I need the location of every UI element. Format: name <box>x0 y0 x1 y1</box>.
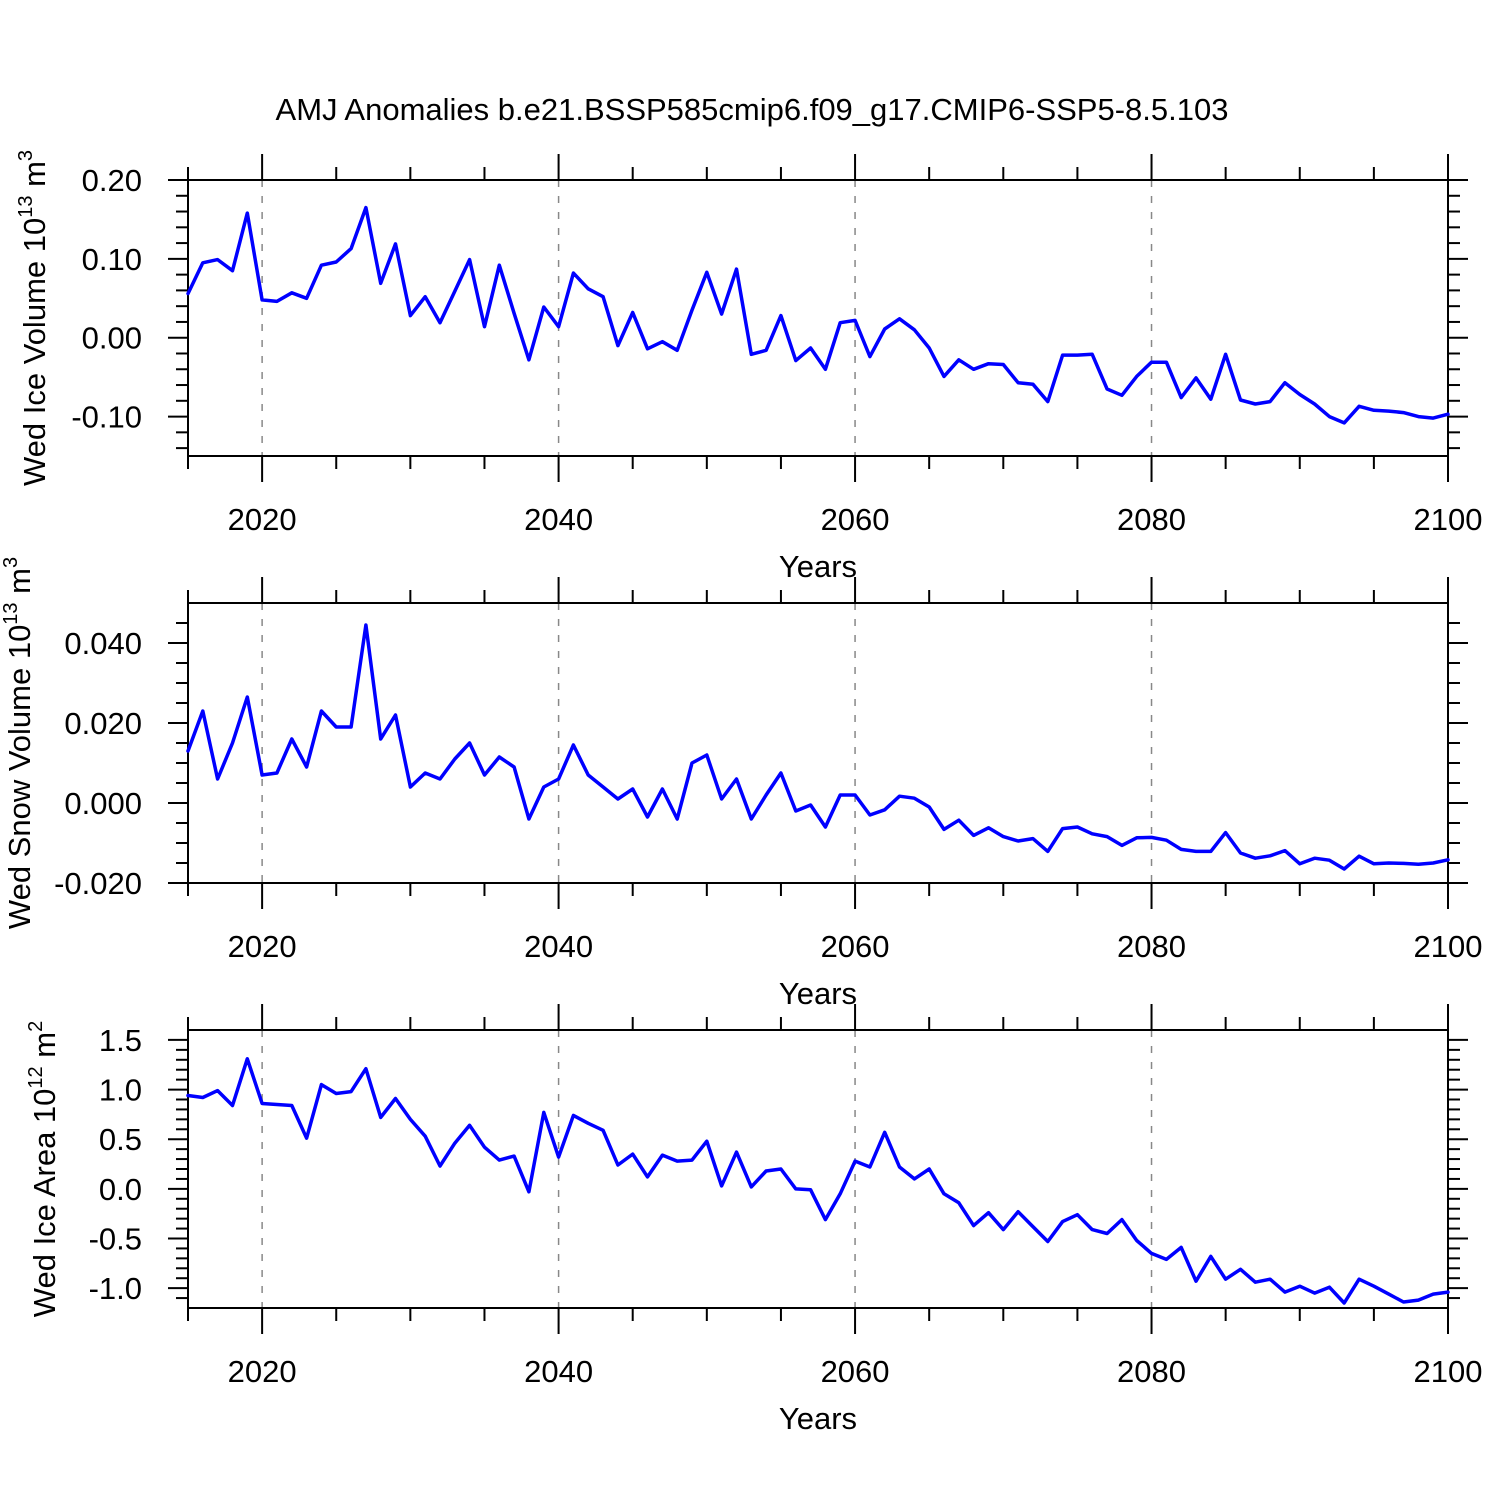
y-tick-label: -0.10 <box>71 400 142 435</box>
plot-frame <box>187 602 1449 884</box>
y-tick-label: 0.000 <box>64 786 142 821</box>
y-tick-label: 0.00 <box>82 321 142 356</box>
y-tick-label: -0.020 <box>54 866 142 901</box>
x-tick-label: 2060 <box>821 929 890 964</box>
x-axis-title: Years <box>779 549 857 584</box>
x-tick-label: 2080 <box>1117 1354 1186 1389</box>
y-axis-title: Wed Ice Volume 1013 m3 <box>15 150 52 486</box>
panel-wed-ice-area: 1.5 1.0 0.5 0.0 -0.5 -1.0 2020 2040 2060 2080 2100… <box>25 1004 1482 1436</box>
panel-wed-ice-volume: 0.20 0.10 0.00 -0.10 2020 2040 2060 2080 2100 Yea… <box>15 150 1482 584</box>
plot-frame <box>187 1029 1449 1309</box>
x-tick-label: 2040 <box>524 502 593 537</box>
x-tick-label: 2020 <box>228 502 297 537</box>
x-tick-label: 2060 <box>821 1354 890 1389</box>
y-tick-label: 0.20 <box>82 163 142 198</box>
y-tick-label: 1.5 <box>99 1023 142 1058</box>
panel-wed-snow-volume: 0.040 0.020 0.000 -0.020 2020 2040 2060 2080 210… <box>0 557 1482 1011</box>
series-line-wed-snow-volume <box>186 623 1450 871</box>
x-axis-title: Years <box>779 1401 857 1436</box>
y-tick-label: 0.020 <box>64 706 142 741</box>
x-axis-title: Years <box>779 976 857 1011</box>
series-line-wed-ice-volume <box>186 205 1450 425</box>
x-tick-label: 2100 <box>1414 1354 1483 1389</box>
x-tick-label: 2080 <box>1117 929 1186 964</box>
plot-frame <box>187 179 1449 457</box>
y-axis-title: Wed Ice Area 1012 m2 <box>25 1021 62 1317</box>
series-line-wed-ice-area <box>186 1057 1450 1305</box>
y-tick-label: -0.5 <box>89 1222 142 1257</box>
y-tick-label: -1.0 <box>89 1271 142 1306</box>
x-tick-label: 2040 <box>524 1354 593 1389</box>
x-tick-label: 2020 <box>228 1354 297 1389</box>
x-tick-label: 2020 <box>228 929 297 964</box>
chart-title: AMJ Anomalies b.e21.BSSP585cmip6.f09_g17… <box>276 92 1229 127</box>
x-tick-label: 2100 <box>1414 929 1483 964</box>
y-tick-label: 0.0 <box>99 1172 142 1207</box>
y-axis-title: Wed Snow Volume 1013 m3 <box>0 557 37 929</box>
y-tick-label: 1.0 <box>99 1073 142 1108</box>
x-tick-label: 2080 <box>1117 502 1186 537</box>
x-tick-label: 2040 <box>524 929 593 964</box>
y-tick-label: 0.5 <box>99 1122 142 1157</box>
y-tick-label: 0.10 <box>82 242 142 277</box>
y-tick-label: 0.040 <box>64 626 142 661</box>
x-tick-label: 2060 <box>821 502 890 537</box>
x-tick-label: 2100 <box>1414 502 1483 537</box>
